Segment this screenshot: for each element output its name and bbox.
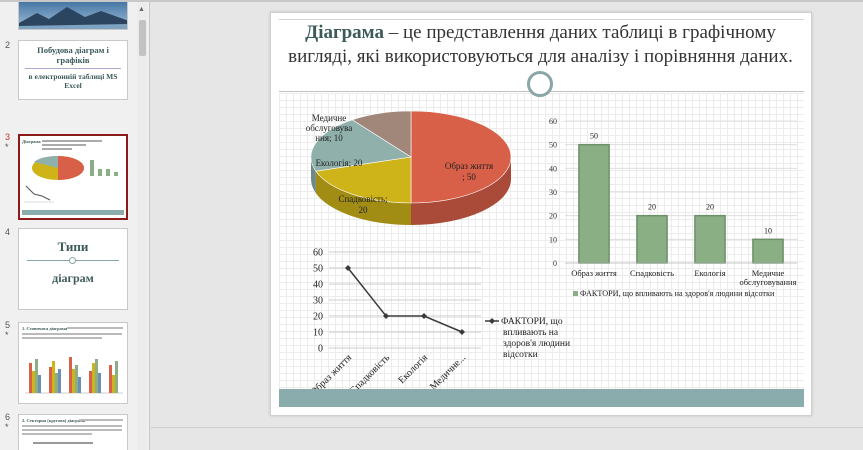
bar-y-tick-label: 10 (549, 235, 557, 244)
line-point-3[interactable] (459, 329, 465, 335)
bar-3[interactable] (752, 238, 784, 264)
bar-legend-swatch (573, 291, 578, 296)
bar-y-tick-label: 30 (549, 188, 557, 197)
scrollbar-thumb[interactable] (139, 20, 146, 56)
slide-footer-bar (279, 389, 804, 407)
thumbnail-slide-4[interactable]: Типи діаграм (18, 228, 128, 310)
slide-number-3: 3 (5, 132, 11, 142)
thumbnail-subtitle: в електронній таблиці MS Excel (28, 72, 118, 90)
line-y-tick-label: 30 (313, 296, 323, 307)
pie-slice-side-2 (311, 157, 316, 194)
thumbnail-preview: 2. Секторна (кругова) діаграма (22, 418, 123, 444)
bar-data-label: 20 (648, 203, 656, 212)
thumbnail-subtitle: діаграм (52, 271, 94, 285)
thumbnail-preview: Діаграма (22, 139, 124, 215)
thumbnail-title: Побудова діаграм і графіків (37, 45, 109, 65)
pie-chart[interactable]: Образ життя; 50 Спадковість; 20 Екологія; 2… (301, 99, 521, 247)
bar-chart[interactable]: 0 10 20 30 40 50 60 50 Образ життя 20 Спадковість 2… (533, 105, 803, 301)
line-legend-label: ФАКТОРИ, що впливають на здоров'я людини ві… (501, 317, 570, 360)
pie-slice-side-1 (315, 171, 411, 225)
animation-star-3: * (5, 142, 9, 152)
thumbnail-slide-2[interactable]: Побудова діаграм і графіків в електронні… (18, 40, 128, 100)
bar-legend-label: ФАКТОРИ, що впливають на здоров'я людини… (580, 289, 775, 298)
pie-slice-3[interactable] (351, 110, 412, 158)
pie-slice-side-0 (411, 157, 511, 225)
line-legend-marker (489, 318, 495, 324)
thumbnail-preview: 1. Стовпчата діаграма (22, 326, 123, 394)
line-series[interactable] (347, 267, 463, 333)
line-point-1[interactable] (383, 313, 389, 319)
bar-x-tick-label: Медичне обслуговування (739, 268, 796, 287)
line-y-tick-label: 50 (313, 264, 323, 275)
line-x-tick-label: Медичне... (428, 352, 468, 392)
bar-2[interactable] (694, 214, 726, 264)
thumbnail-title: Типи (57, 239, 89, 254)
pie-slice-1[interactable] (315, 156, 412, 204)
decorative-circle-icon (527, 71, 553, 97)
thumbnail-slide-5[interactable]: 1. Стовпчата діаграма (18, 322, 128, 404)
thumbnail-slide-6[interactable]: 2. Секторна (кругова) діаграма (18, 414, 128, 450)
bar-data-label: 50 (590, 132, 598, 141)
pie-label-1: Спадковість; 20 (338, 194, 387, 215)
animation-star-5: * (5, 330, 9, 340)
bar-y-tick-label: 0 (553, 259, 557, 268)
bar-data-label: 10 (764, 226, 772, 235)
bar-x-tick-label: Спадковість (630, 268, 674, 278)
ribbon-edge (0, 0, 863, 2)
bar-x-tick-label: Образ життя (571, 268, 617, 278)
pie-label-0: Образ життя; 50 (445, 161, 493, 182)
bar-1[interactable] (636, 214, 668, 264)
pie-slice-2[interactable] (310, 119, 412, 172)
slide-title[interactable]: Діаграма – це представлення даних таблиц… (283, 21, 798, 69)
bar-y-tick-label: 50 (549, 141, 557, 150)
pie-label-3: Медичне обслуговува ння; 10 (306, 113, 353, 143)
thumbnail-slide-1[interactable] (18, 2, 128, 30)
line-point-2[interactable] (421, 313, 427, 319)
bar-y-tick-label: 20 (549, 212, 557, 221)
scroll-up-arrow-icon[interactable]: ▲ (138, 6, 145, 13)
bar-x-tick-label: Екологія (694, 268, 725, 278)
title-term: Діаграма (305, 22, 384, 43)
slide-number-2: 2 (5, 40, 11, 50)
bar-y-tick-label: 40 (549, 164, 557, 173)
line-y-tick-label: 20 (313, 312, 323, 323)
line-x-tick-label: Екологія (396, 352, 430, 386)
thumbnail-slide-3[interactable]: Діаграма (18, 134, 128, 220)
line-y-tick-label: 60 (313, 248, 323, 259)
line-point-0[interactable] (345, 265, 351, 271)
slide-canvas[interactable]: Діаграма – це представлення даних таблиц… (270, 12, 812, 416)
bar-0[interactable] (578, 143, 610, 264)
slide-number-6: 6 (5, 412, 11, 422)
pie-slice-0[interactable] (410, 110, 512, 204)
title-area (279, 19, 804, 91)
pie-label-2: Екологія; 20 (316, 158, 363, 168)
notes-pane-edge (151, 427, 863, 450)
thumbnail-scrollbar[interactable] (137, 2, 147, 450)
title-definition: – це представлення даних таблиці в графі… (288, 22, 793, 67)
thumbnail-title: 2. Секторна (кругова) діаграма (22, 418, 86, 423)
slide-thumbnail-pane[interactable]: 2 Побудова діаграм і графіків в електрон… (0, 2, 150, 450)
line-y-tick-label: 0 (318, 344, 323, 355)
thumbnail-title: 1. Стовпчата діаграма (22, 326, 68, 331)
animation-star-6: * (5, 422, 9, 432)
mountain-image (19, 2, 127, 29)
slide-number-5: 5 (5, 320, 11, 330)
bar-y-tick-label: 60 (549, 117, 557, 126)
line-y-tick-label: 10 (313, 328, 323, 339)
line-y-tick-label: 40 (313, 280, 323, 291)
bar-data-label: 20 (706, 203, 714, 212)
thumbnail-title: Діаграма (22, 139, 41, 144)
slide-number-4: 4 (5, 227, 11, 237)
